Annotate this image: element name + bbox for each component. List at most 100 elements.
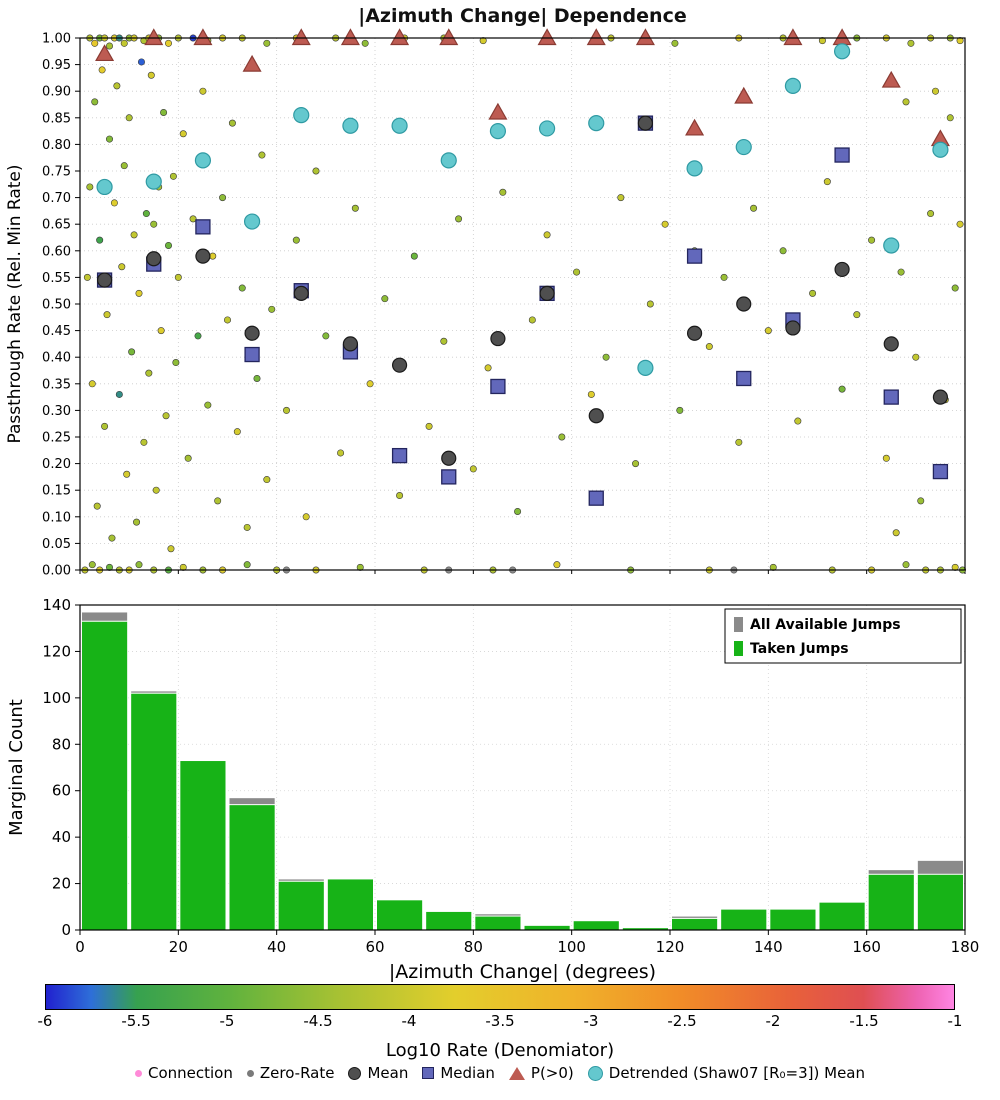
- connection-point: [152, 486, 160, 494]
- connection-point: [147, 71, 155, 79]
- connection-point: [632, 460, 640, 468]
- plot-frame: [79, 37, 966, 571]
- mean-marker: [736, 296, 752, 312]
- svg-text:0.90: 0.90: [42, 85, 71, 100]
- connection-point: [337, 449, 345, 457]
- detrended-marker: [243, 213, 261, 230]
- detrended-marker: [391, 117, 408, 134]
- legend-item-mean: Mean: [348, 1064, 408, 1082]
- detrended-marker: [637, 359, 654, 376]
- svg-text:100: 100: [42, 689, 71, 707]
- connection-point: [103, 311, 111, 319]
- connection-point: [381, 295, 389, 303]
- mean-marker: [391, 357, 408, 373]
- detrended-marker: [784, 77, 802, 94]
- mean-marker: [686, 325, 703, 341]
- svg-text:0.10: 0.10: [42, 510, 71, 525]
- colorbar-tick: -1.5: [849, 1012, 879, 1030]
- svg-text:0.85: 0.85: [42, 111, 71, 126]
- detrended-marker: [489, 123, 507, 140]
- x-axis-label: |Azimuth Change| (degrees): [389, 961, 656, 982]
- connection-point: [120, 39, 128, 47]
- connection-point: [108, 534, 116, 542]
- connection-point: [160, 108, 168, 116]
- connection-point: [125, 114, 133, 122]
- svg-text:60: 60: [365, 938, 384, 956]
- connection-point: [558, 433, 566, 441]
- bar-taken: [179, 760, 227, 931]
- median-marker: [686, 248, 703, 264]
- bar-taken: [81, 620, 129, 931]
- svg-text:0: 0: [75, 938, 85, 956]
- connection-point: [123, 470, 131, 478]
- colorbar: -6 -5.5 -5 -4.5 -4 -3.5 -3 -2.5 -2 -1.5 -1 Log10 R…: [38, 984, 962, 1061]
- mean-marker: [490, 330, 506, 347]
- colorbar-tick: -6: [37, 1012, 53, 1030]
- connection-point: [661, 220, 669, 228]
- connection-point: [135, 289, 143, 297]
- svg-text:120: 120: [42, 642, 71, 660]
- connection-point: [88, 380, 96, 388]
- connection-point: [917, 497, 925, 505]
- bar-taken: [277, 880, 325, 931]
- connection-point: [145, 369, 153, 377]
- p-gt0-marker: [586, 28, 606, 46]
- legend-item-detrended-shaw07-r-3-mean: Detrended (Shaw07 [R₀=3]) Mean: [587, 1064, 865, 1082]
- connection-point: [96, 236, 104, 244]
- svg-text:0.75: 0.75: [42, 165, 71, 180]
- detrended-marker: [145, 173, 162, 190]
- chart-title: |Azimuth Change| Dependence: [358, 5, 686, 27]
- connection-point: [204, 401, 212, 409]
- colorbar-tick: -2.5: [667, 1012, 697, 1030]
- mean-marker: [195, 248, 211, 264]
- connection-point: [86, 183, 94, 191]
- p-gt0-marker: [390, 28, 410, 46]
- connection-point: [351, 204, 359, 212]
- connection-point: [735, 438, 743, 446]
- p-gt0-marker: [832, 28, 852, 46]
- scatter-panel: |Azimuth Change| Dependence Passthrough R…: [5, 5, 967, 578]
- connection-point: [720, 273, 728, 281]
- connection-point: [189, 215, 197, 223]
- colorbar-tick: -5: [219, 1012, 235, 1030]
- connection-point: [366, 380, 374, 388]
- svg-text:80: 80: [464, 938, 483, 956]
- legend-item-p-0: P(>0): [508, 1064, 574, 1082]
- connection-point: [897, 268, 905, 276]
- median-marker: [588, 490, 604, 506]
- mean-marker: [785, 320, 801, 336]
- detrended-marker: [538, 120, 556, 137]
- p-gt0-marker: [488, 102, 508, 120]
- svg-text:20: 20: [169, 938, 188, 956]
- triangle-marker-icon: [508, 1066, 525, 1080]
- legend-item-median: Median: [422, 1064, 495, 1082]
- connection-point: [110, 199, 118, 207]
- connection-point: [228, 119, 236, 127]
- connection-point: [455, 215, 463, 223]
- svg-text:0.25: 0.25: [42, 431, 71, 446]
- svg-text:0.05: 0.05: [42, 537, 71, 552]
- svg-text:0.45: 0.45: [42, 324, 71, 339]
- svg-text:120: 120: [656, 938, 685, 956]
- legend-label: Connection: [147, 1064, 233, 1082]
- connection-point: [312, 167, 320, 175]
- svg-text:0.35: 0.35: [42, 377, 71, 392]
- connection-point: [499, 188, 507, 196]
- connection-point: [425, 422, 433, 430]
- dot-marker-icon: [134, 1069, 142, 1077]
- median-marker: [391, 447, 408, 464]
- p-gt0-marker: [783, 28, 803, 46]
- median-marker: [244, 346, 260, 363]
- p-gt0-marker: [537, 28, 557, 46]
- connection-point: [779, 247, 787, 255]
- colorbar-gradient: [45, 984, 955, 1010]
- connection-point: [705, 343, 713, 351]
- bar-taken: [720, 908, 768, 931]
- legend-swatch: [734, 617, 743, 632]
- detrended-marker: [342, 117, 359, 134]
- connection-point: [587, 390, 595, 398]
- detrended-marker: [293, 107, 310, 124]
- circle-large-marker-icon: [587, 1065, 603, 1081]
- connection-point: [902, 561, 910, 569]
- connection-point: [868, 236, 876, 244]
